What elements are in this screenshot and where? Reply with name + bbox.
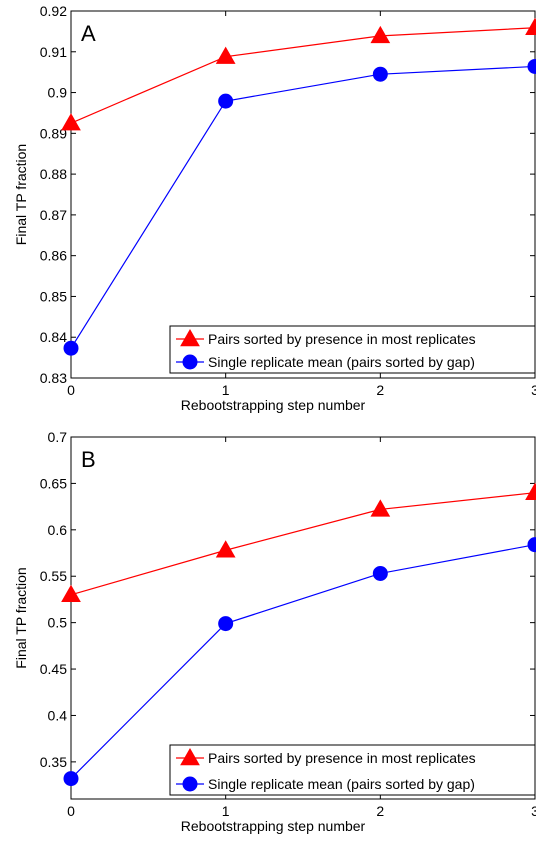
x-tick-label: 2 [376, 382, 384, 398]
data-point-circle [372, 565, 388, 581]
legend: Pairs sorted by presence in most replica… [169, 325, 536, 374]
data-point-triangle [215, 540, 236, 558]
y-tick-label: 0.86 [40, 248, 67, 264]
series-presence-sorted [61, 482, 536, 603]
y-tick-label: 0.88 [40, 166, 67, 182]
series-line [70, 27, 536, 124]
y-tick-label: 0.4 [48, 707, 68, 723]
y-tick-label: 0.65 [40, 475, 67, 491]
data-point-triangle [215, 46, 236, 64]
data-point-triangle [525, 17, 536, 35]
y-tick-label: 0.83 [40, 370, 67, 386]
y-tick-label: 0.45 [40, 661, 67, 677]
legend-entry-label: Pairs sorted by presence in most replica… [208, 331, 476, 347]
data-point-circle [218, 93, 234, 109]
legend-entry-label: Pairs sorted by presence in most replica… [208, 750, 476, 766]
x-axis-label: Rebootstrapping step number [181, 397, 366, 413]
legend-entry-label: Single replicate mean (pairs sorted by g… [208, 354, 475, 370]
data-point-triangle [61, 113, 81, 131]
y-tick-label: 0.87 [40, 207, 67, 223]
legend-marker-circle [182, 776, 198, 792]
chart-panel-b: 0.35 0.4 0.45 0.5 0.55 0.6 0.65 0.7 0 1 2 3 Rebootst… [13, 429, 536, 834]
x-tick-label: 1 [222, 803, 230, 819]
y-tick-label: 0.84 [40, 329, 67, 345]
series-presence-sorted [61, 17, 536, 131]
series-line [70, 492, 536, 596]
data-point-circle [527, 58, 536, 74]
y-tick-label: 0.89 [40, 125, 67, 141]
series-line [70, 544, 536, 780]
y-tick-label: 0.7 [48, 429, 68, 445]
y-tick-label: 0.9 [48, 85, 68, 101]
plot-frame [70, 10, 536, 379]
x-tick-label: 2 [376, 803, 384, 819]
data-point-circle [63, 340, 79, 356]
data-point-circle [63, 771, 79, 787]
legend-box [169, 744, 536, 796]
y-tick-label: 0.85 [40, 288, 67, 304]
series-single-replicate-mean [63, 58, 536, 356]
x-tick-label: 3 [531, 382, 536, 398]
y-axis-label: Final TP fraction [13, 144, 29, 245]
legend-entry-label: Single replicate mean (pairs sorted by g… [208, 776, 475, 792]
chart-panel-a: 0.83 0.84 0.85 0.86 0.87 0.88 0.89 0.9 0.91 0.92 0… [13, 3, 536, 413]
data-point-circle [372, 66, 388, 82]
legend-box [169, 325, 536, 374]
plot-frame [70, 436, 536, 800]
panel-label: A [81, 21, 96, 46]
y-tick-label: 0.35 [40, 754, 67, 770]
data-point-triangle [61, 584, 81, 603]
y-tick-label: 0.6 [48, 522, 68, 538]
data-point-triangle [525, 482, 536, 500]
data-point-circle [527, 537, 536, 553]
series-single-replicate-mean [63, 537, 536, 787]
x-tick-label: 3 [531, 803, 536, 819]
data-point-triangle [370, 499, 391, 517]
x-tick-label: 1 [222, 382, 230, 398]
y-axis-label: Final TP fraction [13, 567, 29, 668]
y-tick-label: 0.91 [40, 44, 67, 60]
y-tick-label: 0.92 [40, 3, 67, 19]
y-tick-label: 0.5 [48, 615, 68, 631]
legend: Pairs sorted by presence in most replica… [169, 744, 536, 796]
y-tick-label: 0.55 [40, 568, 67, 584]
x-axis-label: Rebootstrapping step number [181, 818, 366, 834]
x-tick-label: 0 [67, 382, 75, 398]
data-point-circle [218, 616, 234, 632]
data-point-triangle [370, 25, 391, 44]
x-tick-label: 0 [67, 803, 75, 819]
legend-marker-triangle [180, 328, 200, 347]
panel-label: B [81, 447, 96, 472]
legend-marker-triangle [180, 747, 200, 766]
legend-marker-circle [182, 354, 198, 370]
series-line [70, 65, 536, 349]
